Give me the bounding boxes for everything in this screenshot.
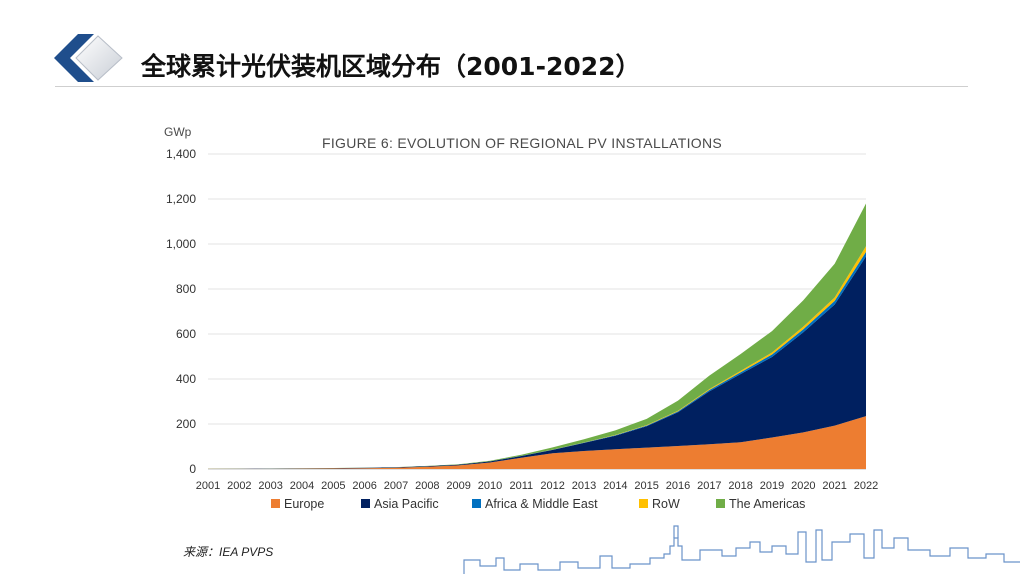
y-tick-label: 0 (189, 462, 196, 476)
legend-swatch (716, 499, 725, 508)
legend-item: RoW (639, 497, 680, 511)
x-tick-label: 2021 (822, 480, 846, 492)
x-tick-label: 2009 (446, 480, 470, 492)
header-divider (55, 86, 968, 87)
area-series-europe (208, 416, 866, 469)
legend-item: The Americas (716, 497, 805, 511)
legend-swatch (472, 499, 481, 508)
x-tick-label: 2001 (196, 480, 220, 492)
x-tick-label: 2006 (352, 480, 376, 492)
x-tick-label: 2019 (760, 480, 784, 492)
x-tick-label: 2011 (510, 480, 534, 492)
legend-label: RoW (652, 497, 680, 511)
skyline-decoration (463, 525, 1020, 574)
x-tick-label: 2018 (728, 480, 752, 492)
y-tick-label: 1,200 (166, 192, 196, 206)
legend-label: Asia Pacific (374, 497, 439, 511)
chart-title: FIGURE 6: EVOLUTION OF REGIONAL PV INSTA… (322, 135, 722, 151)
y-tick-label: 1,400 (166, 147, 196, 161)
stacked-area-chart: FIGURE 6: EVOLUTION OF REGIONAL PV INSTA… (164, 125, 878, 511)
legend-label: The Americas (729, 497, 805, 511)
y-axis-label: GWp (164, 125, 192, 139)
x-tick-label: 2016 (666, 480, 690, 492)
legend-item: Europe (271, 497, 324, 511)
legend-label: Europe (284, 497, 324, 511)
legend-label: Africa & Middle East (485, 497, 598, 511)
x-tick-label: 2002 (227, 480, 251, 492)
logo-icon (54, 34, 123, 82)
x-tick-label: 2003 (258, 480, 282, 492)
y-tick-label: 1,000 (166, 237, 196, 251)
chart-area: FIGURE 6: EVOLUTION OF REGIONAL PV INSTA… (150, 118, 880, 528)
x-tick-label: 2008 (415, 480, 439, 492)
legend-swatch (361, 499, 370, 508)
legend-swatch (271, 499, 280, 508)
source-note: 来源：IEA PVPS (183, 545, 274, 559)
area-series-asia-pacific (208, 256, 866, 469)
y-tick-label: 600 (176, 327, 196, 341)
y-tick-label: 200 (176, 417, 196, 431)
x-tick-label: 2010 (478, 480, 502, 492)
y-tick-label: 800 (176, 282, 196, 296)
x-tick-label: 2013 (572, 480, 596, 492)
x-tick-label: 2017 (697, 480, 721, 492)
y-tick-label: 400 (176, 372, 196, 386)
x-tick-label: 2014 (603, 480, 627, 492)
x-tick-label: 2005 (321, 480, 345, 492)
x-tick-label: 2022 (854, 480, 878, 492)
legend-swatch (639, 499, 648, 508)
x-tick-label: 2012 (540, 480, 564, 492)
x-tick-label: 2007 (384, 480, 408, 492)
page-title: 全球累计光伏装机区域分布（2001-2022） (141, 52, 641, 81)
x-tick-label: 2020 (791, 480, 815, 492)
x-tick-label: 2004 (290, 480, 314, 492)
x-tick-label: 2015 (634, 480, 658, 492)
legend-item: Asia Pacific (361, 497, 439, 511)
legend-item: Africa & Middle East (472, 497, 598, 511)
